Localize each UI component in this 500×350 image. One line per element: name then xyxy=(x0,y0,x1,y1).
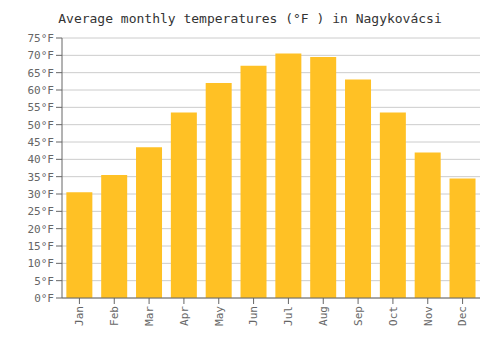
svg-text:0°F: 0°F xyxy=(34,292,54,305)
svg-text:Jul: Jul xyxy=(282,306,295,326)
svg-text:Aug: Aug xyxy=(317,306,330,326)
svg-text:May: May xyxy=(213,306,226,326)
svg-text:5°F: 5°F xyxy=(34,275,54,288)
svg-text:60°F: 60°F xyxy=(28,84,55,97)
svg-text:45°F: 45°F xyxy=(28,136,55,149)
svg-text:10°F: 10°F xyxy=(28,257,55,270)
svg-text:Oct: Oct xyxy=(387,306,400,326)
svg-text:Mar: Mar xyxy=(143,306,156,326)
svg-text:70°F: 70°F xyxy=(28,49,55,62)
svg-text:Apr: Apr xyxy=(178,306,191,326)
svg-text:Sep: Sep xyxy=(352,306,365,326)
svg-text:Dec: Dec xyxy=(456,306,469,326)
svg-text:40°F: 40°F xyxy=(28,153,55,166)
svg-text:65°F: 65°F xyxy=(28,67,55,80)
svg-text:Jun: Jun xyxy=(247,306,260,326)
svg-text:35°F: 35°F xyxy=(28,171,55,184)
html-text:Average monthly temperatures (: Average monthly temperatures (°F ) in Na… xyxy=(58,11,442,26)
svg-text:25°F: 25°F xyxy=(28,205,55,218)
svg-text:75°F: 75°F xyxy=(28,32,55,45)
svg-text:Jan: Jan xyxy=(73,306,86,326)
svg-text:Nov: Nov xyxy=(422,306,435,326)
svg-text:30°F: 30°F xyxy=(28,188,55,201)
svg-text:Feb: Feb xyxy=(108,306,121,326)
svg-text:20°F: 20°F xyxy=(28,223,55,236)
svg-text:55°F: 55°F xyxy=(28,101,55,114)
svg-text:15°F: 15°F xyxy=(28,240,55,253)
svg-text:50°F: 50°F xyxy=(28,119,55,132)
